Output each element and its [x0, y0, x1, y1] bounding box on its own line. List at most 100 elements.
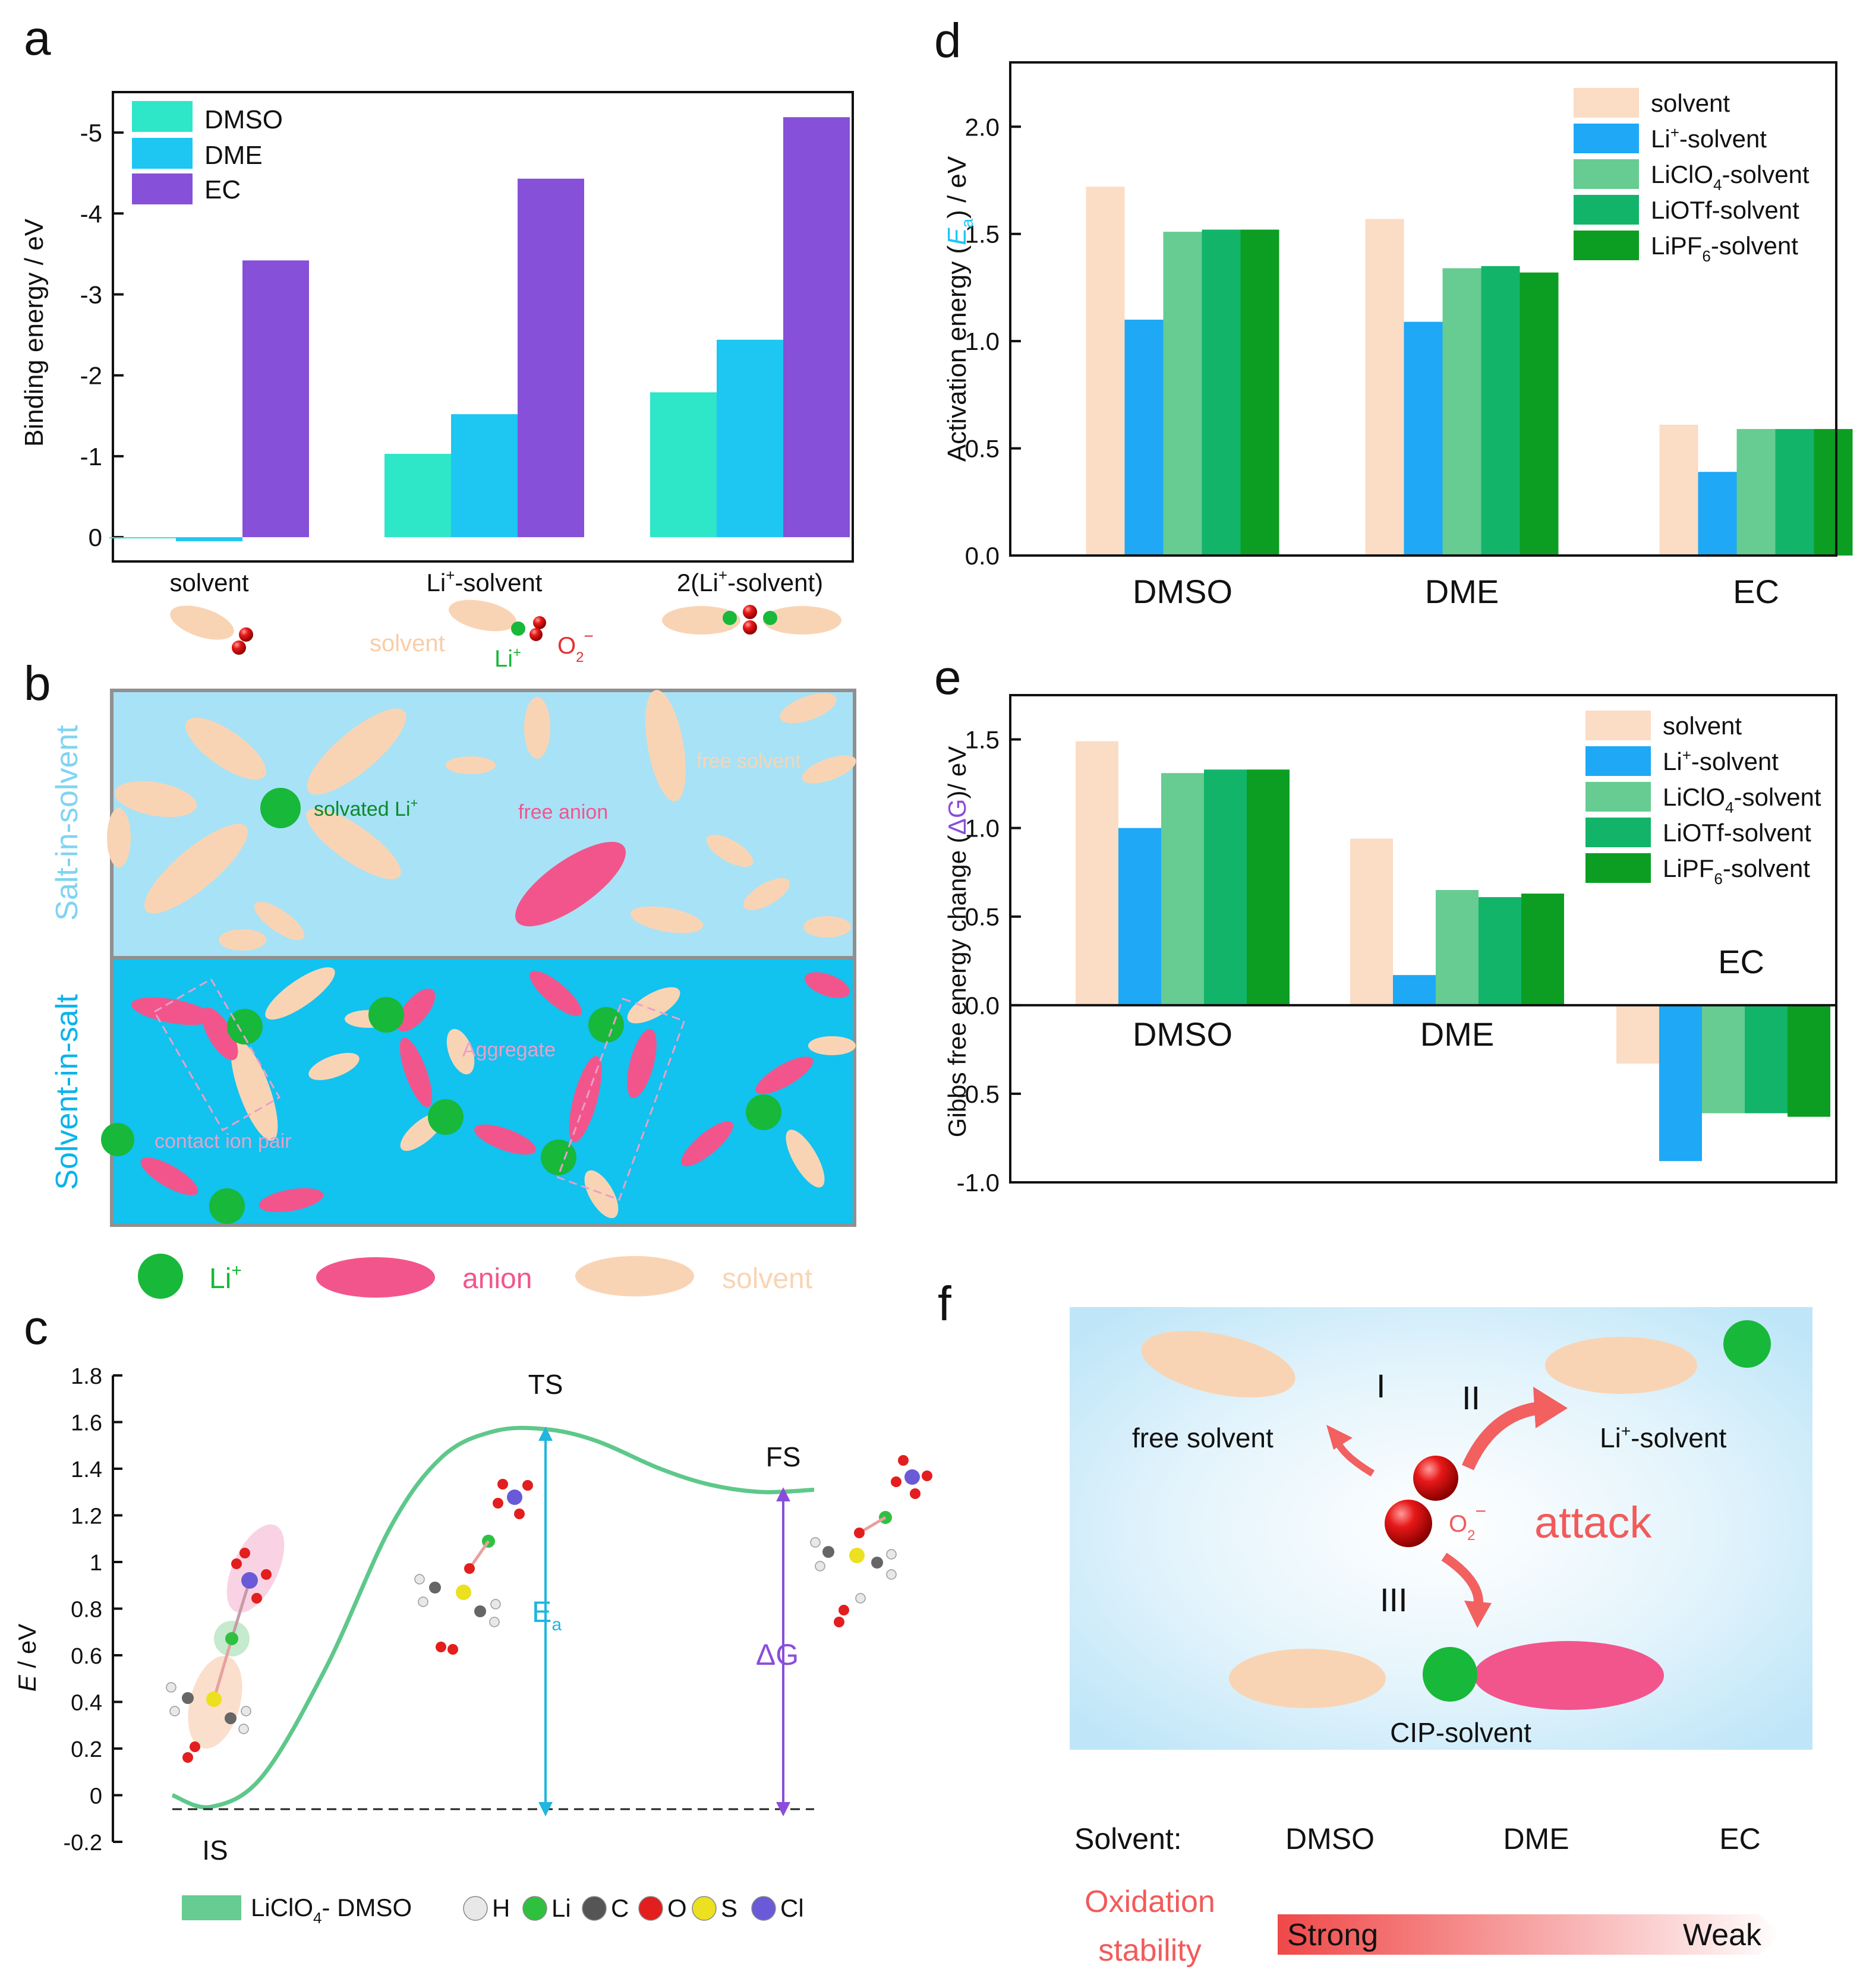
- panel-letter-e: e: [934, 651, 962, 705]
- y-tick-label-c: 0.8: [71, 1598, 102, 1623]
- atom-legend-cl-label: Cl: [780, 1894, 804, 1922]
- bar-chart-e-4: [1788, 1005, 1830, 1117]
- solvent-ellipse: [786, 1129, 825, 1188]
- attack-arrow-2: [1461, 1402, 1540, 1471]
- legend-curve-swatch: [182, 1895, 241, 1920]
- attack-arrow-3: [1441, 1552, 1484, 1605]
- bar-chart-e-1: [1659, 1005, 1702, 1162]
- legend-solvent-label: solvent: [722, 1263, 812, 1295]
- cip-solvent-ellipse: [1229, 1649, 1386, 1708]
- category-label-e: EC: [1718, 943, 1764, 980]
- solvent-ellipse: [306, 808, 401, 879]
- atom-legend-c-icon: [582, 1896, 607, 1921]
- y-tick-label-c: 0.4: [71, 1691, 102, 1716]
- solvent-ellipse: [219, 929, 266, 951]
- atom-o: [251, 1593, 262, 1604]
- label-solvent-dmso: DMSO: [1285, 1822, 1375, 1856]
- atom-o: [834, 1617, 844, 1627]
- solvent-ellipse: [446, 1028, 475, 1075]
- atom-c: [225, 1712, 237, 1724]
- solvent-ellipse: [802, 755, 856, 784]
- category-label-e: DMSO: [1133, 1015, 1232, 1053]
- label-strong: Strong: [1287, 1918, 1378, 1952]
- atom-h: [886, 1549, 897, 1560]
- atom-h: [241, 1706, 251, 1716]
- anion-ellipse: [131, 997, 214, 1025]
- panel-a: a 0 -1 -2 -3 -4 -5 Binding energy / eV DMSO DM…: [20, 11, 854, 672]
- aggregate-box: [556, 997, 686, 1201]
- chart-d: 0.0 0.5 1.0 1.5 2.0 DMSO DME EC: [965, 61, 1853, 610]
- sublabel-o2: O2−: [557, 627, 594, 665]
- y-tick-label-c: 1: [90, 1551, 102, 1576]
- label-stability: stability: [1098, 1933, 1201, 1968]
- anion-ellipse: [399, 1037, 433, 1107]
- label-aggregate: Aggregate: [462, 1039, 556, 1061]
- bar-a-dme: [717, 339, 783, 538]
- atom-c: [429, 1582, 441, 1593]
- solvent-ellipse: [107, 808, 131, 867]
- chart-c: -0.2 0 0.2 0.4 0.6 0.8 1 1.2 1.4 1.6 1.8: [64, 1364, 815, 1856]
- atom-legend-o-icon: [638, 1896, 663, 1921]
- legend-label: Li+-solvent: [1651, 124, 1767, 153]
- o2-atom: [1385, 1500, 1432, 1547]
- solvent-ellipse: [114, 781, 197, 818]
- y-tick-label-c: 1.4: [71, 1457, 102, 1482]
- solvent-ellipse: [627, 987, 680, 1024]
- anion-ellipse: [804, 972, 850, 998]
- y-tick-label-a: -2: [80, 362, 102, 390]
- legend-label-dme: DME: [204, 141, 263, 170]
- y-tick-label: -1.0: [957, 1169, 1000, 1197]
- bar-chart-d-2: [1163, 232, 1202, 556]
- atom-o: [898, 1455, 909, 1466]
- label-free-solvent: free solvent: [1132, 1422, 1273, 1453]
- legend-anion-icon: [316, 1257, 435, 1298]
- label-ts: TS: [528, 1369, 563, 1400]
- atom-h: [489, 1617, 500, 1627]
- legend-label: LiClO4-solvent: [1663, 783, 1821, 816]
- panel-b: b solvated Li+ free ani: [24, 657, 856, 1299]
- legend-swatch: [1574, 124, 1639, 153]
- li-solvent-ellipse: [1545, 1337, 1697, 1394]
- bond: [468, 1540, 490, 1570]
- cip-li-atom: [1423, 1647, 1477, 1702]
- solvent-ellipse: [662, 606, 740, 635]
- y-axis-label-a: Binding energy / eV: [20, 218, 49, 447]
- atom-o: [838, 1605, 849, 1615]
- solvent-ellipse: [584, 1170, 619, 1219]
- bar-chart-e-2: [1161, 773, 1204, 1005]
- legend-swatch: [1574, 159, 1639, 189]
- y-tick-label: 1.0: [965, 327, 1000, 355]
- y-tick-label: 0.0: [965, 542, 1000, 570]
- li-ion: [588, 1007, 624, 1043]
- li-ion: [101, 1123, 134, 1156]
- bar-chart-e-4: [1521, 893, 1564, 1005]
- atom-legend-c-label: C: [611, 1894, 629, 1922]
- bar-chart-d-0: [1086, 187, 1125, 556]
- atom-c: [871, 1557, 883, 1569]
- panel-letter-b: b: [24, 657, 51, 711]
- atom-cl: [904, 1469, 920, 1485]
- solvent-ellipse: [706, 835, 754, 867]
- li-atom: [1723, 1320, 1771, 1368]
- label-fs: FS: [766, 1441, 801, 1472]
- attack-arrow-1-head: [1326, 1425, 1353, 1450]
- bar-chart-d-1: [1404, 321, 1443, 556]
- li-ion: [541, 1140, 576, 1175]
- solvent-ellipse: [265, 967, 335, 1020]
- y-tick-label: 2.0: [965, 113, 1000, 141]
- legend-li-label: Li+: [209, 1261, 242, 1295]
- bar-a-dmso: [650, 392, 717, 538]
- label-solvent-ec: EC: [1719, 1822, 1760, 1856]
- bar-chart-d-4: [1814, 429, 1853, 556]
- bar-chart-d-2: [1442, 268, 1481, 556]
- molecule-ts: [414, 1479, 533, 1655]
- y-tick-label: 1.5: [965, 220, 1000, 248]
- atom-h: [815, 1561, 825, 1572]
- solvent-ellipse: [308, 1053, 360, 1080]
- atom-o: [854, 1528, 865, 1538]
- y-tick-label-a: -4: [80, 200, 102, 228]
- solvent-ellipse: [645, 690, 686, 801]
- atom-h: [418, 1596, 428, 1607]
- label-roman-3: III: [1380, 1581, 1408, 1618]
- li-ion: [260, 788, 301, 828]
